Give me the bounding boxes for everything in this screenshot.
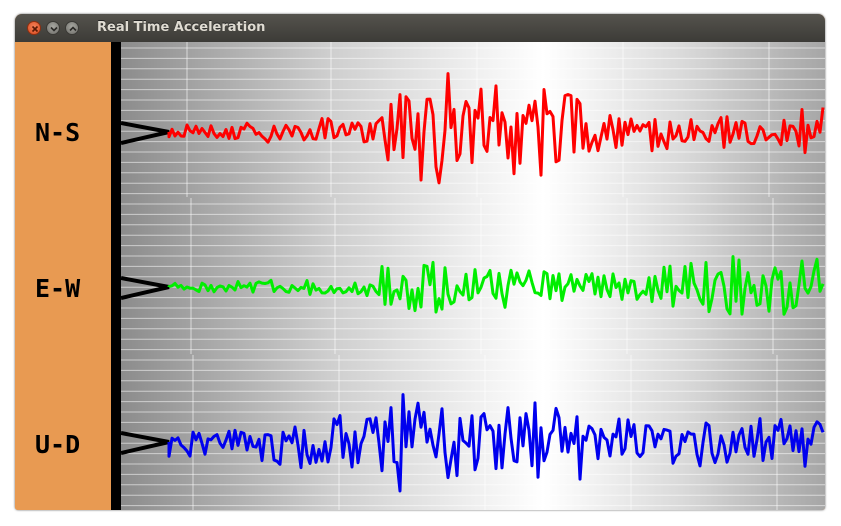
maximize-button[interactable] [65,21,79,35]
app-window: Real Time Acceleration N-S E-W U-D [15,14,825,510]
close-button[interactable] [27,21,41,35]
channel-label-ns: N-S [35,118,81,147]
waveform-plot [121,42,825,510]
channel-label-ew: E-W [35,274,81,303]
window-title: Real Time Acceleration [97,20,266,35]
waveform-ns [167,72,825,185]
waveform-ud [167,393,825,493]
close-icon [31,25,39,33]
waveform-ew [167,255,825,316]
minimize-icon [50,26,58,32]
axis-bar [111,42,121,510]
channel-label-panel: N-S E-W U-D [15,42,111,510]
channel-label-ud: U-D [35,430,81,459]
title-bar[interactable]: Real Time Acceleration [15,14,825,42]
waveform-traces [167,72,825,493]
maximize-icon [69,26,77,32]
minimize-button[interactable] [46,21,60,35]
